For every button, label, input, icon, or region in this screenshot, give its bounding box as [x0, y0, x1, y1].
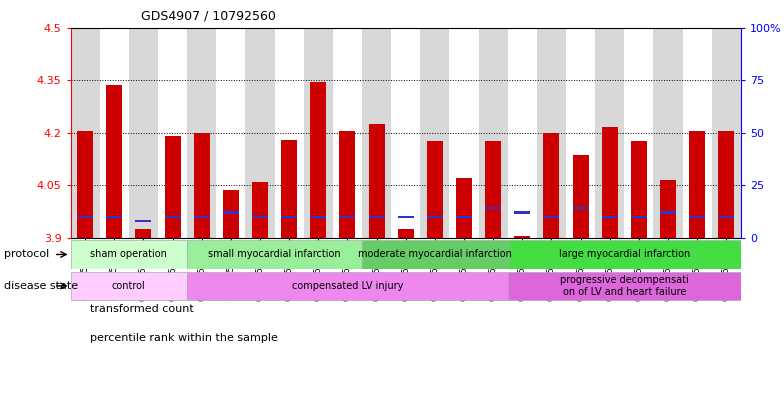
Bar	[158, 28, 187, 238]
Bar	[456, 178, 472, 238]
Bar	[368, 124, 385, 238]
Text: GDS4907 / 10792560: GDS4907 / 10792560	[141, 10, 276, 23]
FancyBboxPatch shape	[187, 272, 508, 300]
Bar	[245, 28, 274, 238]
Text: control: control	[112, 281, 146, 291]
Bar	[718, 131, 735, 238]
Bar	[310, 216, 326, 218]
Bar	[310, 82, 326, 238]
Bar	[397, 216, 414, 218]
FancyBboxPatch shape	[508, 240, 741, 269]
Bar	[631, 141, 647, 238]
Bar	[333, 28, 362, 238]
Bar	[543, 132, 560, 238]
Bar	[252, 182, 268, 238]
Bar	[426, 216, 443, 218]
Bar	[397, 229, 414, 238]
Bar	[368, 216, 385, 218]
Bar	[508, 28, 537, 238]
Bar	[339, 216, 355, 218]
Bar	[624, 28, 653, 238]
Bar	[252, 216, 268, 218]
Bar	[485, 141, 501, 238]
Bar	[514, 236, 530, 238]
Bar	[712, 28, 741, 238]
Bar	[660, 211, 676, 213]
Bar	[595, 28, 624, 238]
Bar	[478, 28, 508, 238]
Bar	[77, 216, 93, 218]
Bar	[223, 191, 239, 238]
Bar	[165, 136, 180, 238]
Bar	[165, 216, 180, 218]
Text: sham operation: sham operation	[90, 250, 167, 259]
Bar	[136, 229, 151, 238]
Text: compensated LV injury: compensated LV injury	[292, 281, 403, 291]
Bar	[572, 207, 589, 209]
Bar	[543, 216, 560, 218]
Bar	[660, 180, 676, 238]
Text: transformed count: transformed count	[90, 303, 194, 314]
Bar	[572, 155, 589, 238]
Bar	[107, 216, 122, 218]
Bar	[485, 207, 501, 209]
Bar	[601, 127, 618, 238]
Bar	[537, 28, 566, 238]
Bar	[281, 140, 297, 238]
Text: disease state: disease state	[4, 281, 78, 291]
FancyBboxPatch shape	[508, 272, 741, 300]
Bar	[426, 141, 443, 238]
Bar	[216, 28, 245, 238]
Text: moderate myocardial infarction: moderate myocardial infarction	[358, 250, 512, 259]
Bar	[303, 28, 333, 238]
Bar	[689, 131, 705, 238]
FancyBboxPatch shape	[71, 240, 187, 269]
Bar	[77, 131, 93, 238]
Bar	[281, 216, 297, 218]
Bar	[631, 216, 647, 218]
Bar	[194, 216, 210, 218]
Bar	[718, 216, 735, 218]
Bar	[601, 216, 618, 218]
FancyBboxPatch shape	[362, 240, 508, 269]
Bar	[223, 211, 239, 213]
Bar	[689, 216, 705, 218]
Bar	[449, 28, 478, 238]
FancyBboxPatch shape	[187, 240, 362, 269]
Bar	[194, 132, 210, 238]
FancyBboxPatch shape	[71, 272, 187, 300]
Bar	[362, 28, 391, 238]
Bar	[566, 28, 595, 238]
Text: protocol: protocol	[4, 250, 49, 259]
Bar	[187, 28, 216, 238]
Text: percentile rank within the sample: percentile rank within the sample	[90, 333, 278, 343]
Bar	[653, 28, 683, 238]
Text: small myocardial infarction: small myocardial infarction	[209, 250, 341, 259]
Bar	[339, 131, 355, 238]
Text: large myocardial infarction: large myocardial infarction	[559, 250, 690, 259]
Bar	[391, 28, 420, 238]
Bar	[71, 28, 100, 238]
Bar	[129, 28, 158, 238]
Bar	[107, 85, 122, 238]
Bar	[100, 28, 129, 238]
Text: progressive decompensati
on of LV and heart failure: progressive decompensati on of LV and he…	[560, 275, 688, 297]
Bar	[683, 28, 712, 238]
Bar	[136, 220, 151, 222]
Bar	[274, 28, 303, 238]
Bar	[456, 216, 472, 218]
Bar	[420, 28, 449, 238]
Bar	[514, 211, 530, 213]
